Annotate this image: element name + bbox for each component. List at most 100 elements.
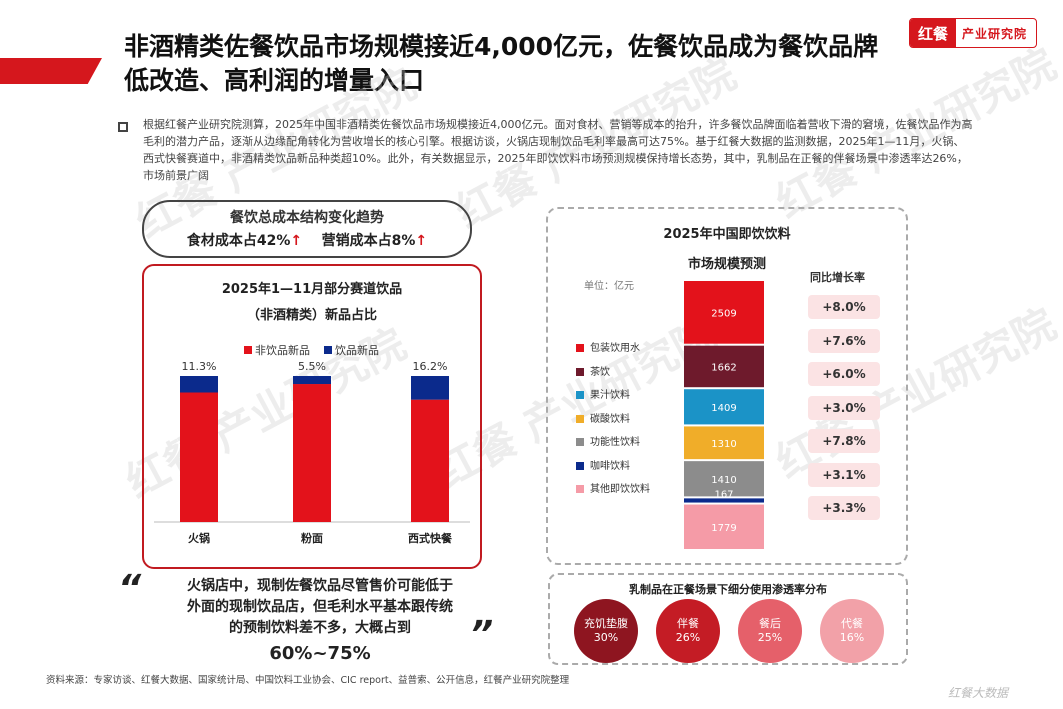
data-label: 11.3% [182,360,217,373]
chart-title: 2025年1—11月部分赛道饮品 [221,282,403,297]
penetration-circle: 代餐 16% [820,599,884,663]
bar-segment [411,376,449,400]
legend-swatch [576,367,584,376]
growth-badge: +3.1% [808,462,880,487]
circle-value: 30% [593,631,619,644]
segment-value-label: 167 [714,489,733,500]
quote-line-1: 火锅店中，现制佐餐饮品尽管售价可能低于 [187,578,453,594]
legend-swatch [576,344,584,352]
bar-segment [684,345,764,388]
food-cost-text: 食材成本占42% [186,233,291,249]
arrow-up-icon: ↑ [415,233,428,249]
quote-open-mark: “ [118,568,142,609]
growth-badge: +7.6% [808,328,880,353]
quote-highlight: 60%~75% [269,643,371,664]
rtd-unit-label: 单位：亿元 [584,281,634,292]
legend-label: 碳酸饮料 [590,413,630,425]
cost-pill-title: 餐饮总成本结构变化趋势 [230,210,384,226]
bar-segment [684,498,764,503]
legend-label: 茶饮 [590,366,610,378]
legend-item: 功能性饮料 [576,433,640,448]
legend-item: 碳酸饮料 [576,410,630,425]
legend-swatch [576,438,584,446]
category-label: 西式快餐 [408,531,453,545]
growth-badge: +3.3% [808,496,880,520]
logo-mark: 红餐 [910,19,956,47]
category-label: 粉面 [301,531,323,545]
legend-item: 果汁饮料 [576,386,630,401]
circle-label: 代餐 [841,617,863,630]
penetration-circle: 充饥垫腹 30% [574,599,638,663]
bar-segment [411,399,449,522]
growth-badge: +7.8% [808,429,880,453]
rtd-chart-title: 2025年中国即饮饮料 [663,227,791,242]
legend-item: 非饮品新品 [244,342,310,358]
marketing-cost-text: 营销成本占8% [321,233,416,249]
circle-value: 25% [757,631,783,644]
legend-swatch [324,346,332,354]
growth-header: 同比增长率 [810,271,865,284]
rtd-stacked-bar: 2509 1662 1409 1310 1410 167 1779 [684,281,764,549]
quote-close-mark: ” [470,614,494,655]
rtd-market-panel: 2025年中国即饮饮料 市场规模预测 单位：亿元 同比增长率 2509 1662 1… [546,207,908,565]
bar-segment [684,504,764,549]
legend-label: 包装饮用水 [590,343,640,354]
logo-text: 产业研究院 [962,26,1028,41]
legend-swatch [576,461,584,470]
circle-label: 充饥垫腹 [584,617,628,630]
bar-segment [684,461,764,497]
source-note: 资料来源：专家访谈、红餐大数据、国家统计局、中国饮料工业协会、CIC repor… [46,675,570,686]
legend-label: 非饮品新品 [255,344,310,357]
bar-segment [293,376,331,385]
data-label: 5.5% [298,360,326,373]
dairy-penetration-panel: 乳制品在正餐场景下细分使用渗透率分布 充饥垫腹 30% 伴餐 26% 餐后 25% 代餐 16… [548,573,908,665]
interview-quote: 火锅店中，现制佐餐饮品尽管售价可能低于 外面的现制饮品店，但毛利水平基本跟传统 … [160,576,480,664]
segment-value-label: 1409 [711,403,736,414]
page-title: 非酒精类佐餐饮品市场规模接近4,000亿元，佐餐饮品成为餐饮品牌 低改造、高利润… [124,30,914,98]
circle-label: 伴餐 [677,617,699,630]
category-label: 火锅 [188,531,210,545]
segment-value-label: 1662 [711,362,736,373]
bar-segment [180,392,218,522]
legend-label: 咖啡饮料 [590,460,630,472]
segment-value-label: 1310 [711,439,736,450]
title-line-2: 低改造、高利润的增量入口 [124,66,425,95]
segment-value-label: 2509 [711,308,736,319]
legend-item: 咖啡饮料 [576,457,630,472]
quote-line-2: 外面的现制饮品店，但毛利水平基本跟传统 [187,599,453,615]
legend-swatch [576,391,584,399]
legend-swatch [576,414,584,423]
legend-item: 饮品新品 [324,342,379,358]
quote-line-3: 的预制饮料差不多，大概占到 [229,620,411,636]
stacked-bar-chart: 11.3% 火锅 5.5% 粉面 16.2% 西式快餐 [154,360,470,545]
brand-logo: 红餐 产业研究院 [909,18,1037,48]
growth-badge: +3.0% [808,395,880,420]
new-product-chart-panel: 2025年1—11月部分赛道饮品 （非酒精类）新品占比 非饮品新品 饮品新品 1… [142,264,482,569]
cost-pill-values: 食材成本占42%↑ 营销成本占8%↑ [144,230,470,250]
growth-badge: +8.0% [808,295,880,319]
intro-paragraph: 根据红餐产业研究院测算，2025年中国非酒精类佐餐饮品市场规模接近4,000亿元… [143,118,973,182]
legend-label: 功能性饮料 [590,437,640,448]
circle-value: 16% [839,631,865,644]
corner-watermark: 红餐大数据 [948,686,1009,700]
title-line-1: 非酒精类佐餐饮品市场规模接近4,000亿元，佐餐饮品成为餐饮品牌 [124,32,879,61]
legend-swatch [244,346,252,354]
bar-segment [684,281,764,344]
segment-value-label: 1779 [711,523,736,534]
penetration-circle: 餐后 25% [738,599,802,663]
chart-subtitle: （非酒精类）新品占比 [246,308,377,323]
arrow-up-icon: ↑ [290,233,303,249]
growth-badge: +6.0% [808,362,880,386]
intro-bullet-icon [118,122,128,132]
chart-legend: 非饮品新品 饮品新品 [244,342,379,358]
rtd-chart-subtitle: 市场规模预测 [687,257,766,272]
cost-structure-pill: 餐饮总成本结构变化趋势 食材成本占42%↑ 营销成本占8%↑ [142,200,472,258]
bar-segment [684,389,764,425]
legend-label: 果汁饮料 [590,390,630,401]
legend-swatch [576,485,584,493]
legend-item: 包装饮用水 [576,339,640,354]
legend-label: 其他即饮饮料 [590,484,650,495]
title-ribbon [0,58,102,84]
data-label: 16.2% [413,360,448,373]
circle-label: 餐后 [759,617,781,630]
